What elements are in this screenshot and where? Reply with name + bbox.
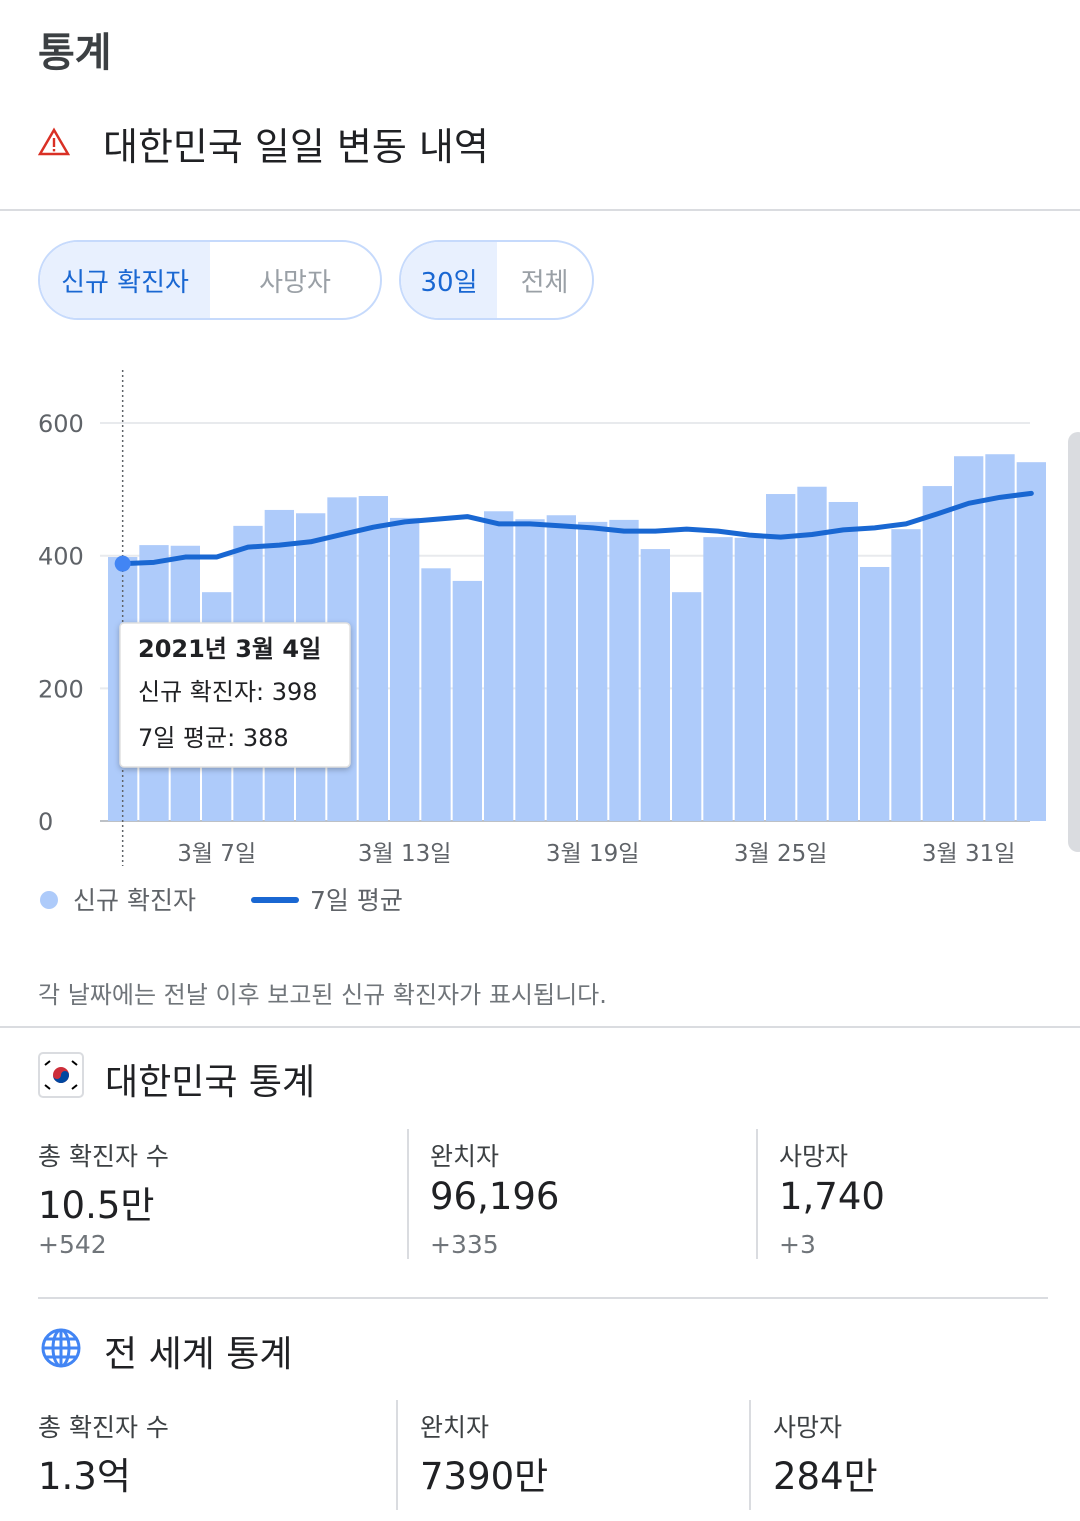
tooltip-line: 신규 확진자: 398: [138, 678, 318, 706]
bar: [922, 486, 952, 821]
stat-value: 1.3억: [38, 1455, 131, 1498]
y-tick-label: 400: [38, 543, 84, 571]
scroll-handle[interactable]: [1068, 432, 1080, 852]
stat-value: 284만: [773, 1455, 878, 1498]
globe-icon: [41, 1328, 81, 1368]
average-line: [120, 490, 1034, 567]
bar: [484, 511, 514, 821]
bar: [452, 580, 482, 821]
divider: [0, 209, 1080, 211]
bar: [703, 537, 733, 821]
stat-value: 10.5만: [38, 1184, 155, 1227]
tab[interactable]: 신규 확진자: [40, 242, 210, 318]
metric-toggle: 신규 확진자 사망자: [38, 240, 382, 320]
bar: [797, 486, 827, 821]
stat-label: 사망자: [779, 1142, 849, 1171]
bar: [985, 454, 1015, 821]
y-tick-label: 0: [38, 808, 53, 836]
y-tick-label: 600: [38, 410, 84, 438]
stat-value: 1,740: [779, 1175, 885, 1218]
column-divider: [407, 1129, 409, 1259]
divider: [0, 1026, 1080, 1028]
legend-swatch: [40, 891, 58, 909]
stat-value: 7390만: [420, 1455, 549, 1498]
column-divider: [756, 1129, 758, 1259]
tooltip-title: 2021년 3월 4일: [138, 635, 321, 663]
bar: [358, 496, 388, 821]
y-tick-label: 200: [38, 675, 84, 703]
column-divider: [749, 1400, 751, 1510]
bar: [515, 519, 545, 821]
bar: [734, 537, 764, 821]
x-tick-label: 3월 31일: [922, 841, 1016, 867]
stat-change: +3: [779, 1230, 816, 1259]
bar: [421, 568, 451, 821]
range-toggle: 30일 전체: [399, 240, 594, 320]
note: 각 날짜에는 전날 이후 보고된 신규 확진자가 표시됩니다.: [38, 981, 607, 1009]
bar: [954, 456, 984, 821]
stat-label: 완치자: [420, 1413, 490, 1442]
stat-change: +335: [430, 1230, 499, 1259]
divider: [38, 1297, 1048, 1299]
bar: [860, 566, 890, 821]
x-tick-label: 3월 25일: [734, 841, 828, 867]
bar: [672, 592, 702, 821]
stats-title: 전 세계 통계: [104, 1334, 293, 1375]
x-tick-label: 3월 13일: [358, 841, 452, 867]
tooltip-line: 7일 평균: 388: [138, 724, 289, 752]
page-title: 통계: [38, 30, 112, 76]
bar: [766, 494, 796, 821]
legend-label: 7일 평균: [310, 886, 403, 915]
hover-point: [114, 555, 131, 572]
stat-label: 총 확진자 수: [38, 1413, 169, 1442]
chart: 0 200 400 600 3월 7일 3월 13일 3월 19일 3월 25일 3월 31일 2…: [38, 370, 1046, 915]
stat-label: 사망자: [773, 1413, 843, 1442]
legend-label: 신규 확진자: [73, 886, 196, 915]
x-tick-label: 3월 19일: [546, 841, 640, 867]
bar: [640, 549, 670, 821]
bar: [546, 515, 576, 821]
stats-title: 대한민국 통계: [105, 1062, 316, 1103]
tab[interactable]: 30일: [401, 242, 497, 318]
warning-icon: [38, 127, 70, 156]
stat-value: 96,196: [430, 1175, 560, 1218]
column-divider: [396, 1400, 398, 1510]
stat-label: 총 확진자 수: [38, 1142, 169, 1171]
stat-label: 완치자: [430, 1142, 500, 1171]
bar: [390, 517, 420, 821]
x-tick-label: 3월 7일: [177, 841, 256, 867]
tooltip-box: [119, 622, 351, 768]
bar: [891, 529, 921, 821]
section-title: 대한민국 일일 변동 내역: [103, 125, 489, 169]
tab[interactable]: 전체: [520, 267, 569, 298]
bar: [1016, 462, 1046, 821]
bar: [828, 501, 858, 821]
stat-change: +542: [38, 1230, 107, 1259]
flag-icon: [38, 1052, 84, 1098]
bar: [609, 519, 639, 821]
tab[interactable]: 사망자: [259, 267, 331, 298]
bar: [578, 521, 608, 821]
